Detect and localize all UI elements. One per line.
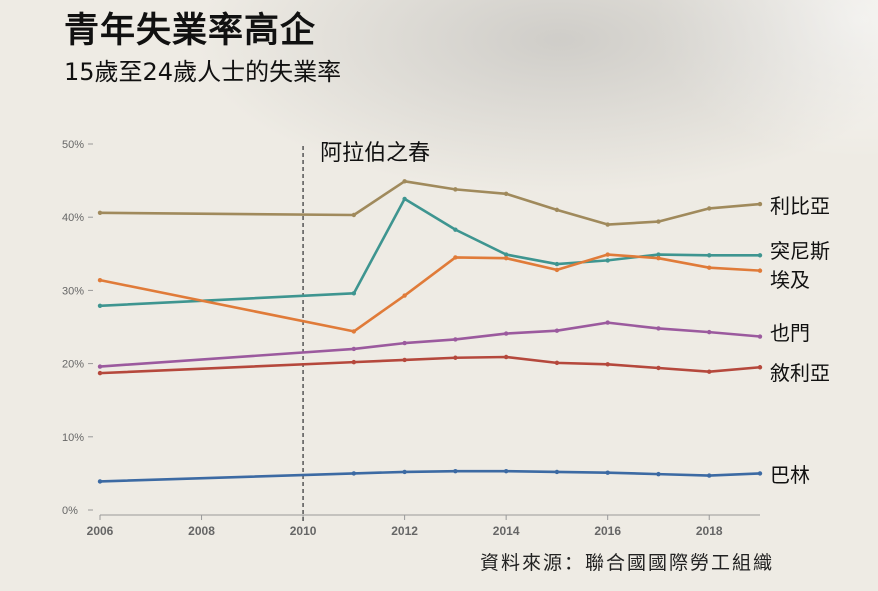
chart-subtitle: 15歲至24歲人士的失業率 — [64, 58, 342, 86]
data-point — [707, 206, 712, 211]
data-point — [453, 255, 458, 260]
series-line-埃及 — [99, 253, 761, 333]
x-tick-label: 2010 — [290, 524, 317, 538]
data-point — [554, 207, 560, 213]
data-point — [503, 191, 509, 196]
data-point — [757, 253, 763, 258]
annotation-layer: 阿拉伯之春 — [302, 141, 430, 522]
data-point — [503, 354, 509, 360]
y-tick-label: 40% — [62, 212, 84, 224]
data-point — [757, 471, 763, 476]
data-point — [97, 277, 103, 283]
data-point — [351, 471, 357, 476]
data-point — [97, 210, 103, 216]
series-line-敘利亞 — [99, 355, 761, 375]
series-line-也門 — [99, 321, 761, 368]
chart-title: 青年失業率高企 — [64, 11, 317, 51]
x-tick-label: 2008 — [188, 524, 215, 538]
data-point — [453, 227, 458, 232]
x-tick-label: 2014 — [493, 524, 520, 538]
data-point — [554, 261, 560, 267]
y-tick-label: 10% — [62, 432, 84, 444]
y-tick-label: 0% — [62, 505, 78, 517]
series-label: 敘利亞 — [770, 361, 830, 385]
series-line-利比亞 — [99, 180, 761, 226]
data-point — [656, 365, 661, 371]
data-point — [402, 293, 407, 298]
x-tick-label: 2018 — [696, 524, 723, 538]
data-point — [351, 212, 357, 218]
series-label: 利比亞 — [770, 194, 830, 218]
data-point — [351, 291, 357, 296]
data-point — [554, 267, 560, 273]
data-point — [605, 258, 610, 263]
data-point — [503, 331, 509, 336]
data-point — [402, 340, 407, 346]
x-tick-label: 2016 — [594, 524, 621, 538]
data-point — [97, 364, 103, 369]
data-point — [351, 359, 357, 365]
data-point — [757, 365, 763, 370]
data-point — [605, 320, 610, 325]
data-point — [757, 268, 763, 273]
y-tick-label: 50% — [62, 139, 84, 151]
data-point — [97, 370, 103, 376]
data-point — [605, 222, 610, 227]
data-point — [453, 187, 458, 192]
series-label: 突尼斯 — [770, 239, 830, 263]
data-point — [402, 469, 407, 475]
data-point — [554, 469, 560, 475]
data-point — [503, 252, 509, 257]
series-label: 巴林 — [770, 463, 810, 487]
data-point — [656, 252, 661, 257]
y-tick-label: 30% — [62, 285, 84, 297]
x-tick-label: 2012 — [391, 524, 418, 538]
data-point — [757, 201, 763, 207]
data-point — [402, 179, 407, 184]
data-point — [605, 362, 610, 367]
data-point — [707, 253, 712, 258]
series-label: 埃及 — [770, 268, 810, 292]
data-point — [402, 357, 407, 363]
data-point — [707, 369, 712, 374]
data-point — [97, 303, 103, 308]
series-layer — [97, 179, 763, 484]
data-point — [453, 355, 458, 360]
data-point — [402, 196, 407, 202]
annotation-label: 阿拉伯之春 — [320, 141, 430, 166]
data-point — [351, 346, 357, 352]
axis-layer: 0% 10% 20% 30% 40% 50% 2006 2008 2010 2012 2014 201… — [62, 139, 760, 538]
data-point — [605, 470, 610, 475]
data-point — [656, 471, 661, 477]
series-label: 也門 — [770, 321, 810, 345]
data-point — [757, 334, 763, 339]
data-point — [656, 255, 661, 261]
data-point — [554, 328, 560, 333]
series-line-巴林 — [99, 469, 761, 483]
data-point — [554, 360, 560, 366]
data-point — [503, 469, 509, 474]
data-point — [503, 255, 509, 261]
data-point — [97, 479, 103, 484]
source-note: 資料來源：聯合國國際勞工組織 — [480, 552, 775, 574]
series-line-突尼斯 — [99, 197, 760, 308]
data-point — [605, 252, 610, 257]
data-point — [707, 473, 712, 478]
y-tick-label: 20% — [62, 359, 84, 371]
x-tick-label: 2006 — [87, 524, 114, 538]
data-point — [453, 337, 458, 342]
data-point — [707, 265, 712, 270]
data-point — [656, 326, 661, 331]
data-point — [707, 329, 712, 335]
data-point — [453, 469, 458, 474]
data-point — [656, 219, 661, 224]
data-point — [351, 329, 357, 334]
